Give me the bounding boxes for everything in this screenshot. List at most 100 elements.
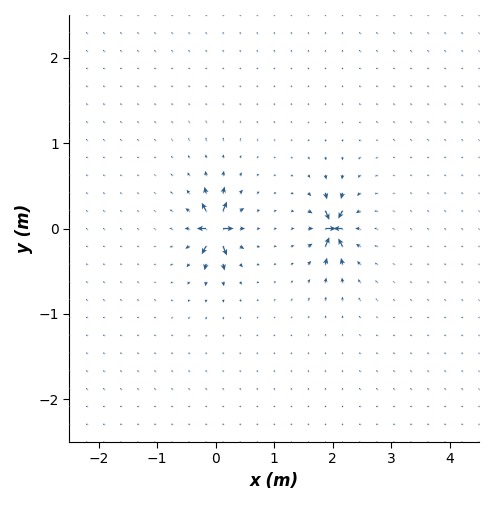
Point xyxy=(168,385,176,393)
Point xyxy=(270,438,278,446)
Point xyxy=(66,242,74,250)
Point xyxy=(288,171,295,179)
Point xyxy=(390,438,398,446)
Point xyxy=(100,11,108,19)
Point xyxy=(338,385,346,393)
Point xyxy=(270,420,278,428)
Point xyxy=(134,100,142,108)
Point xyxy=(100,367,108,375)
Point xyxy=(390,135,398,143)
Point xyxy=(407,385,414,393)
Point xyxy=(117,100,124,108)
Point xyxy=(66,314,74,322)
Point xyxy=(304,385,312,393)
Point xyxy=(134,242,142,250)
Point xyxy=(134,402,142,411)
Point xyxy=(475,438,483,446)
Point xyxy=(441,260,449,268)
Point xyxy=(338,11,346,19)
Point xyxy=(134,314,142,322)
Point xyxy=(185,207,193,215)
Point xyxy=(82,225,90,233)
Point xyxy=(407,64,414,72)
Point xyxy=(304,64,312,72)
Point xyxy=(202,260,210,268)
Point xyxy=(219,225,227,233)
Point xyxy=(338,331,346,339)
Point xyxy=(82,295,90,304)
Point xyxy=(356,260,364,268)
Point xyxy=(82,118,90,126)
Point xyxy=(458,46,466,55)
Point xyxy=(82,349,90,357)
Point xyxy=(168,331,176,339)
Point xyxy=(185,260,193,268)
Point xyxy=(390,402,398,411)
Point xyxy=(66,11,74,19)
Point xyxy=(82,64,90,72)
Point xyxy=(407,438,414,446)
Point xyxy=(322,278,329,286)
Point xyxy=(458,154,466,162)
Point xyxy=(151,242,159,250)
Point xyxy=(441,385,449,393)
Point xyxy=(117,171,124,179)
Point xyxy=(236,82,244,90)
Point xyxy=(202,189,210,197)
Point xyxy=(475,118,483,126)
Point xyxy=(424,278,432,286)
Point xyxy=(151,11,159,19)
Point xyxy=(66,295,74,304)
Point xyxy=(288,402,295,411)
Point xyxy=(475,367,483,375)
Point xyxy=(424,29,432,37)
Point xyxy=(117,225,124,233)
Point xyxy=(458,385,466,393)
Point xyxy=(304,29,312,37)
Point xyxy=(338,225,346,233)
Point xyxy=(372,367,380,375)
Point xyxy=(151,420,159,428)
Point xyxy=(117,278,124,286)
Point xyxy=(66,402,74,411)
Point xyxy=(185,278,193,286)
Point xyxy=(322,154,329,162)
Point xyxy=(407,278,414,286)
Point xyxy=(304,349,312,357)
Point xyxy=(82,189,90,197)
Point xyxy=(168,402,176,411)
Point xyxy=(390,385,398,393)
Point xyxy=(270,171,278,179)
Point xyxy=(441,438,449,446)
Point xyxy=(356,171,364,179)
Point xyxy=(407,242,414,250)
Point xyxy=(372,278,380,286)
Point xyxy=(66,82,74,90)
Point xyxy=(475,171,483,179)
Point xyxy=(424,349,432,357)
Point xyxy=(100,82,108,90)
Point xyxy=(288,11,295,19)
Point xyxy=(117,135,124,143)
Point xyxy=(168,189,176,197)
Point xyxy=(185,135,193,143)
Point xyxy=(134,420,142,428)
Point xyxy=(441,420,449,428)
Point xyxy=(270,118,278,126)
Point xyxy=(82,82,90,90)
Point xyxy=(288,260,295,268)
Point xyxy=(151,118,159,126)
Point xyxy=(441,100,449,108)
Point xyxy=(270,402,278,411)
Point xyxy=(100,260,108,268)
Point xyxy=(288,349,295,357)
Point xyxy=(338,438,346,446)
Point xyxy=(82,207,90,215)
Point xyxy=(458,135,466,143)
Point xyxy=(475,100,483,108)
Point xyxy=(270,349,278,357)
Point xyxy=(134,260,142,268)
Point xyxy=(458,331,466,339)
Point xyxy=(372,438,380,446)
Point xyxy=(475,135,483,143)
